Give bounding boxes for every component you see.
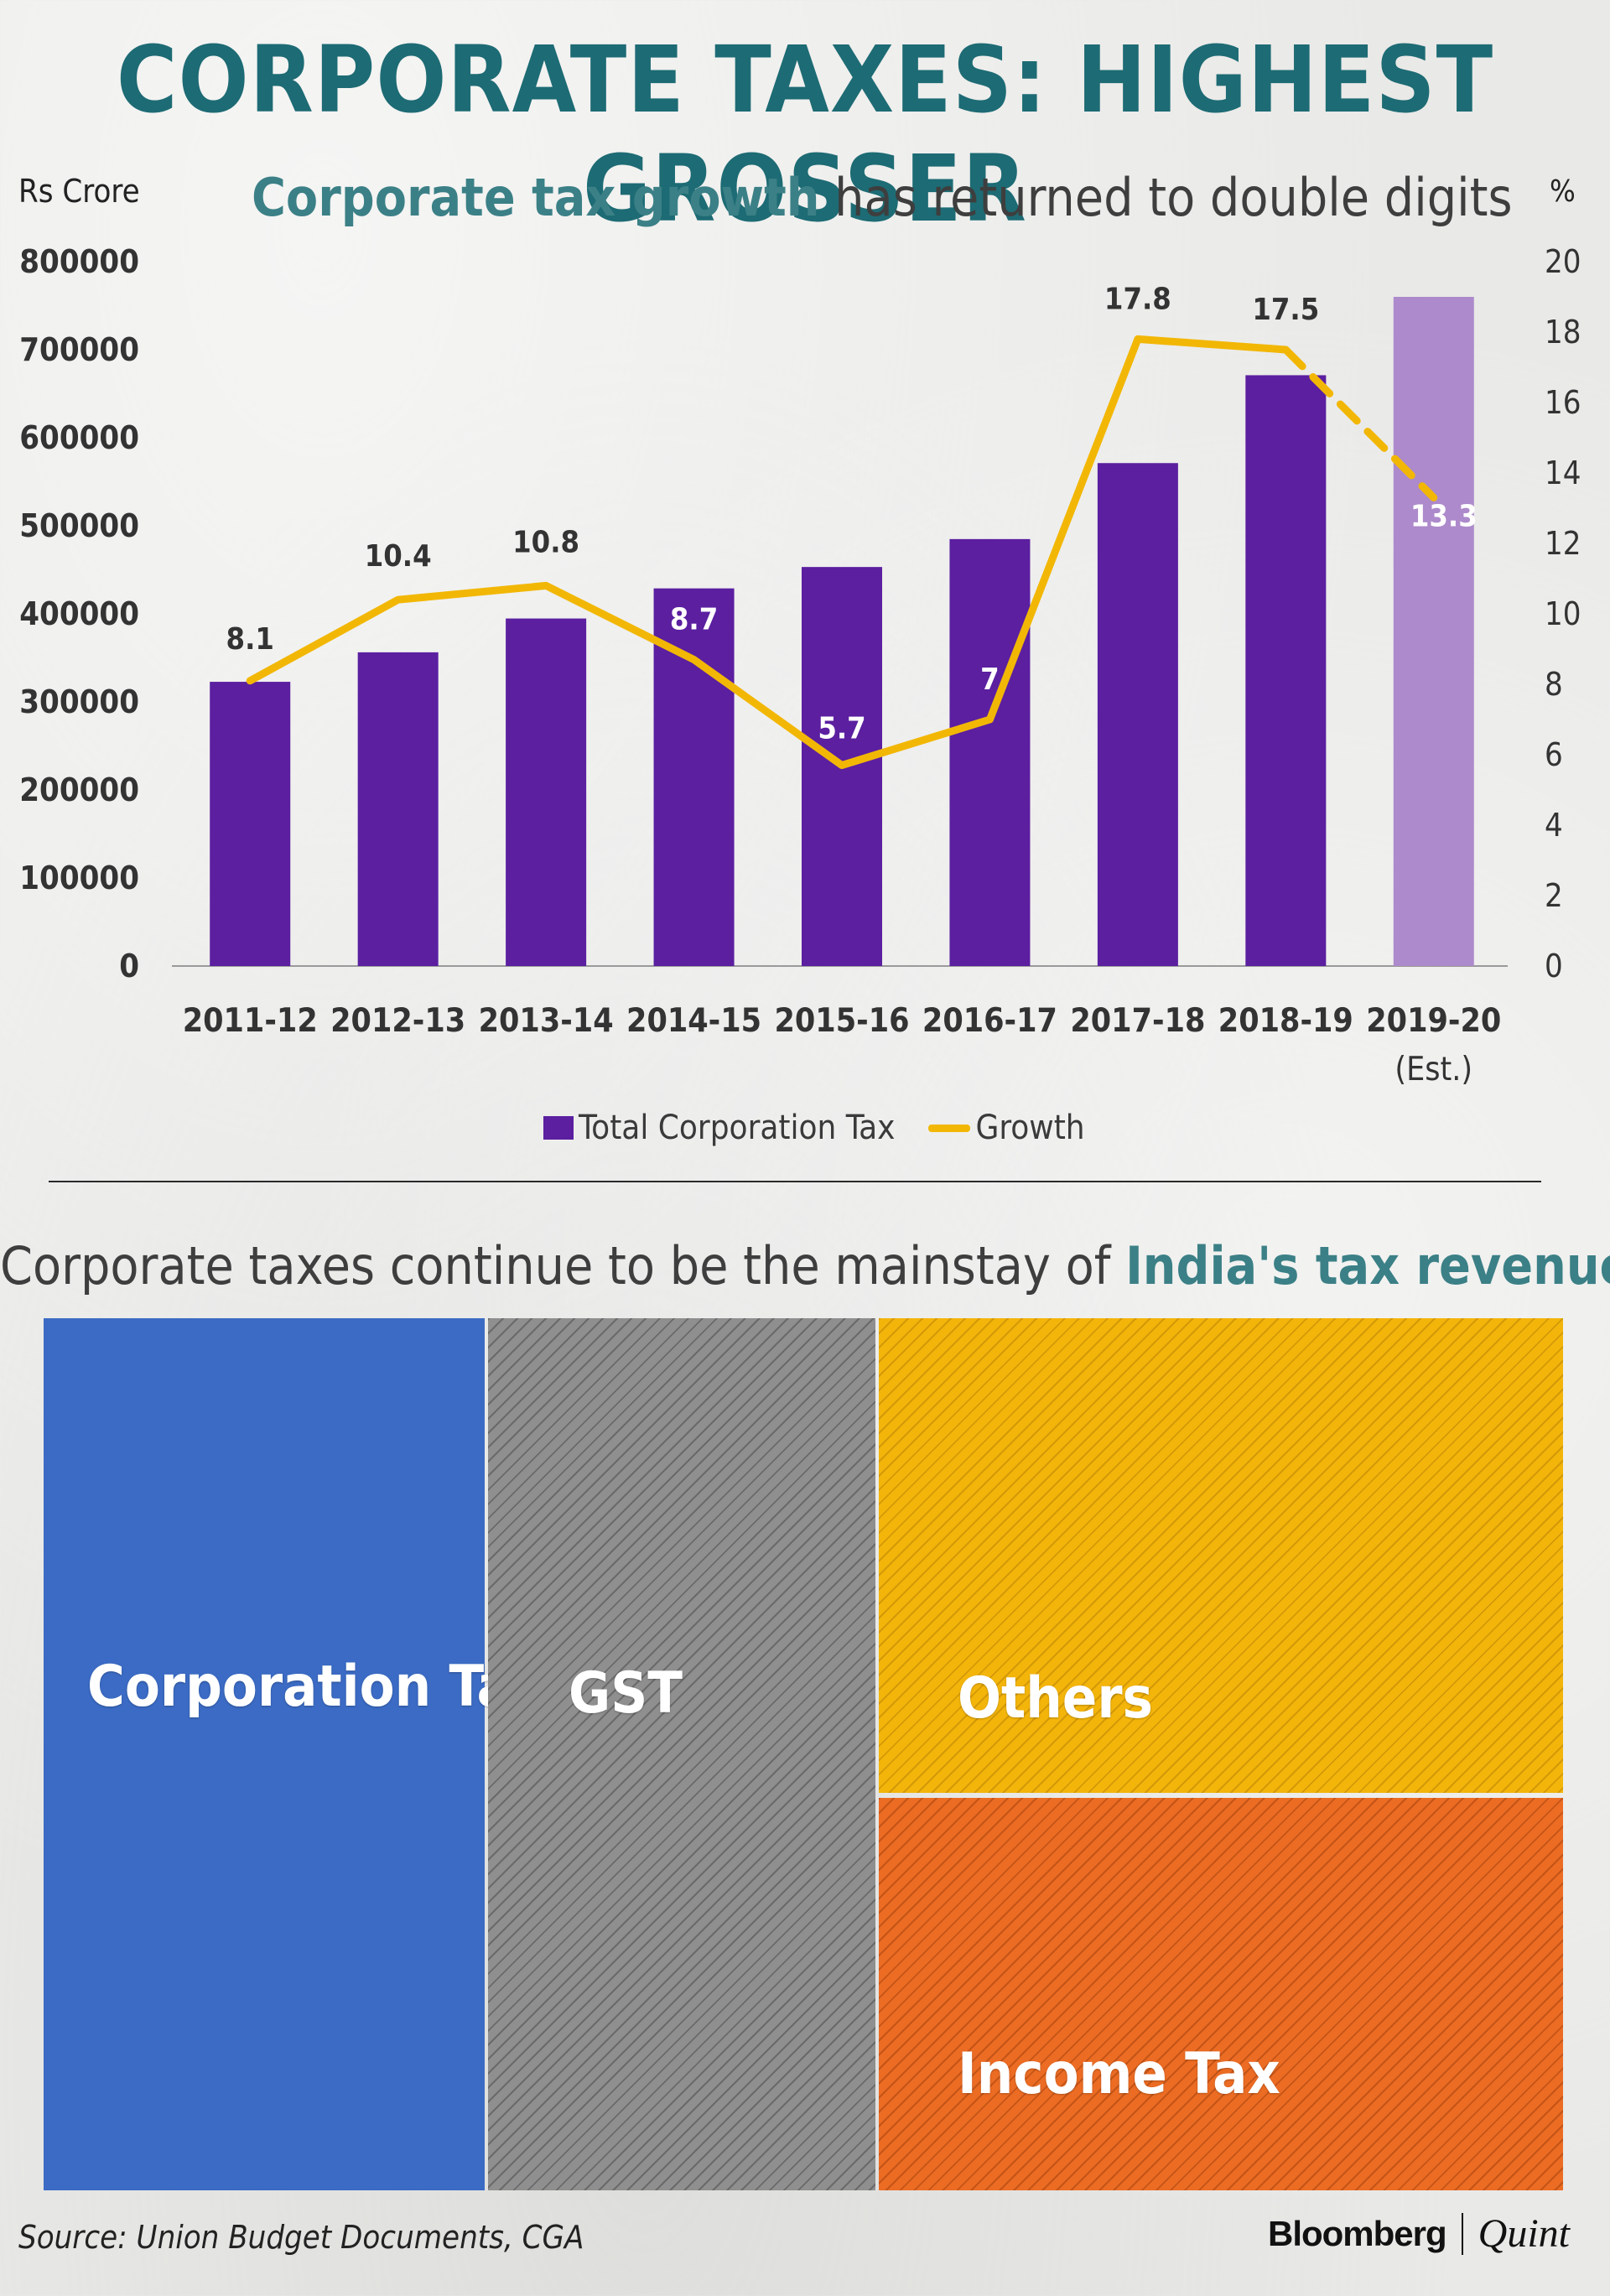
x-tick-label: 2016-17 xyxy=(922,1002,1057,1040)
legend-bar-label: Total Corporation Tax xyxy=(579,1109,896,1147)
tile-label-gst: GST xyxy=(569,1660,683,1727)
left-tick-label: 800000 xyxy=(19,243,139,280)
right-tick-label: 8 xyxy=(1545,666,1563,703)
right-tick-label: 2 xyxy=(1545,877,1563,914)
growth-data-labels: 8.1 10.4 10.8 8.7 5.7 7 17.8 17.5 13.3 xyxy=(226,282,1478,745)
brand-logo: Bloomberg Quint xyxy=(1268,2210,1570,2257)
growth-line-series xyxy=(246,335,1438,770)
left-axis-ticks: 0 100000 200000 300000 400000 500000 600000 700… xyxy=(19,243,139,984)
growth-line xyxy=(246,335,1290,770)
growth-data-label: 17.8 xyxy=(1104,282,1171,316)
left-tick-label: 600000 xyxy=(19,419,139,456)
chart-legend: Total Corporation Tax Growth xyxy=(543,1109,1085,1147)
x-tick-label: 2012-13 xyxy=(330,1002,465,1040)
growth-line-estimate xyxy=(1281,345,1438,501)
bar xyxy=(506,618,587,966)
x-tick-label: 2017-18 xyxy=(1070,1002,1205,1040)
chart-subtitle-highlight: Corporate tax growth xyxy=(252,167,820,228)
x-tick-sublabel: (Est.) xyxy=(1394,1051,1472,1088)
growth-data-label: 10.4 xyxy=(365,539,432,574)
right-tick-label: 14 xyxy=(1545,455,1581,491)
brand-bloomberg: Bloomberg xyxy=(1268,2213,1447,2253)
bar xyxy=(1245,375,1327,966)
right-axis-unit: % xyxy=(1550,174,1576,209)
main-title: CORPORATE TAXES: HIGHEST GROSSER xyxy=(116,26,1494,242)
right-tick-label: 6 xyxy=(1545,736,1563,773)
growth-data-label: 8.7 xyxy=(670,603,718,637)
treemap-tile-others: Others xyxy=(879,1318,1563,1793)
tile-label-corporation-tax: Corporation Tax xyxy=(87,1654,545,1720)
left-tick-label: 400000 xyxy=(19,595,139,632)
right-tick-label: 16 xyxy=(1545,384,1581,421)
left-tick-label: 700000 xyxy=(19,331,139,368)
x-tick-label: 2014-15 xyxy=(626,1002,761,1040)
growth-data-label: 13.3 xyxy=(1410,499,1478,533)
right-tick-label: 12 xyxy=(1545,525,1581,562)
section-divider xyxy=(49,1181,1541,1182)
bar xyxy=(357,652,439,966)
x-tick-label: 2013-14 xyxy=(479,1002,614,1040)
bar xyxy=(949,538,1031,966)
chart-subtitle-rest: has returned to double digits xyxy=(819,167,1513,228)
treemap-title-plain: Corporate taxes continue to be the mains… xyxy=(0,1235,1126,1296)
treemap-tile-income-tax: Income Tax xyxy=(879,1798,1563,2190)
legend-line-swatch xyxy=(928,1124,971,1132)
treemap-tile-gst: GST xyxy=(488,1318,875,2190)
growth-data-label: 8.1 xyxy=(226,622,274,657)
source-note: Source: Union Budget Documents, CGA xyxy=(18,2219,584,2256)
left-tick-label: 300000 xyxy=(19,683,139,720)
bar-series xyxy=(210,297,1474,966)
left-axis-unit: Rs Crore xyxy=(18,173,140,210)
tile-label-income-tax: Income Tax xyxy=(958,2041,1280,2107)
right-tick-label: 10 xyxy=(1545,595,1581,632)
x-tick-label: 2015-16 xyxy=(774,1002,909,1040)
brand-separator xyxy=(1461,2212,1463,2255)
left-tick-label: 0 xyxy=(119,948,139,984)
treemap-title-highlight: India's tax revenue xyxy=(1125,1235,1610,1296)
bar xyxy=(210,682,291,966)
x-axis-labels: 2011-12 2012-13 2013-14 2014-15 2015-16 2016-… xyxy=(183,1002,1502,1088)
bar xyxy=(1097,463,1178,966)
growth-data-label: 10.8 xyxy=(512,525,579,559)
growth-data-label: 7 xyxy=(980,662,1000,697)
right-axis-ticks: 0 2 4 6 8 10 12 14 16 18 20 xyxy=(1545,243,1581,984)
legend-bar-swatch xyxy=(543,1116,574,1140)
tile-label-others: Others xyxy=(958,1665,1153,1732)
right-tick-label: 20 xyxy=(1545,243,1581,280)
left-tick-label: 100000 xyxy=(19,860,139,896)
growth-data-label: 5.7 xyxy=(818,712,865,746)
bar xyxy=(653,588,735,966)
right-tick-label: 0 xyxy=(1545,948,1563,984)
x-tick-label: 2018-19 xyxy=(1218,1002,1353,1040)
brand-quint: Quint xyxy=(1478,2211,1571,2256)
treemap-tile-corporation-tax: Corporation Tax xyxy=(44,1318,544,2190)
left-tick-label: 500000 xyxy=(19,507,139,544)
bar xyxy=(1393,297,1474,966)
right-tick-label: 18 xyxy=(1545,314,1581,351)
chart-subtitle: Corporate tax growth has returned to dou… xyxy=(252,164,1513,231)
x-tick-label: 2011-12 xyxy=(183,1002,318,1040)
right-tick-label: 4 xyxy=(1545,807,1563,844)
treemap-title: Corporate taxes continue to be the mains… xyxy=(0,1233,1610,1300)
x-tick-label: 2019-20 xyxy=(1366,1002,1501,1040)
tax-growth-chart: 0100000200000300000400000500000600000700… xyxy=(19,243,1581,1088)
left-tick-label: 200000 xyxy=(19,771,139,808)
growth-data-label: 17.5 xyxy=(1252,293,1319,327)
legend-line-label: Growth xyxy=(975,1109,1085,1147)
